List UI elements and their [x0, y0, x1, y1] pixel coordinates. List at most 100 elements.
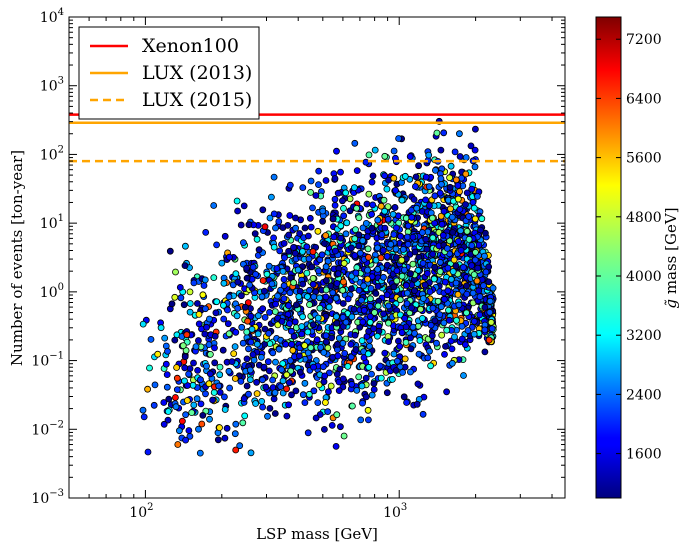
scatter-point	[239, 239, 247, 247]
scatter-point	[445, 316, 453, 324]
scatter-point	[440, 207, 448, 215]
scatter-point	[234, 278, 242, 286]
scatter-point	[247, 312, 255, 320]
scatter-point	[322, 177, 330, 184]
scatter-point	[413, 204, 421, 212]
scatter-point	[325, 303, 333, 311]
scatter-point	[172, 268, 179, 276]
scatter-point	[327, 382, 335, 390]
scatter-point	[245, 390, 252, 398]
scatter-point	[274, 292, 281, 300]
scatter-point	[259, 206, 267, 214]
scatter-point	[270, 243, 278, 251]
scatter-point	[174, 441, 182, 448]
scatter-point	[347, 340, 355, 348]
scatter-point	[225, 253, 233, 261]
scatter-point	[481, 303, 489, 311]
scatter-point	[284, 221, 292, 229]
scatter-point	[304, 429, 312, 437]
scatter-point	[347, 353, 355, 361]
scatter-point	[465, 235, 473, 243]
scatter-point	[352, 269, 360, 277]
y-axis: 10−3 10−2 10−1 100 101 102 103 104	[31, 7, 565, 507]
scatter-point	[388, 375, 396, 383]
scatter-point	[322, 277, 330, 284]
scatter-point	[246, 366, 254, 374]
scatter-point	[417, 305, 425, 313]
scatter-point	[282, 340, 290, 348]
scatter-point	[276, 247, 284, 255]
scatter-point	[344, 362, 352, 370]
scatter-point	[164, 408, 172, 415]
scatter-point	[190, 401, 198, 409]
scatter-point	[206, 370, 214, 378]
y-tick-label: 103	[40, 76, 64, 95]
scatter-point	[390, 283, 398, 291]
scatter-point	[389, 210, 397, 218]
scatter-point	[457, 246, 465, 254]
scatter-point	[433, 129, 441, 137]
scatter-point	[441, 278, 449, 286]
scatter-point	[445, 306, 452, 314]
scatter-point	[258, 397, 266, 405]
scatter-point	[264, 358, 272, 366]
scatter-point	[306, 286, 313, 294]
scatter-point	[406, 153, 414, 160]
scatter-point	[299, 391, 307, 399]
scatter-point	[482, 268, 490, 276]
scatter-point	[301, 399, 309, 407]
scatter-point	[352, 346, 360, 353]
scatter-point	[392, 245, 400, 253]
scatter-point	[243, 274, 251, 282]
scatter-point	[410, 196, 418, 203]
scatter-point	[422, 235, 430, 243]
scatter-point	[333, 340, 341, 348]
scatter-point	[353, 204, 361, 212]
scatter-point	[308, 263, 316, 271]
scatter-point	[221, 232, 229, 240]
scatter-point	[440, 129, 448, 137]
scatter-point	[186, 308, 194, 316]
scatter-point	[381, 172, 389, 180]
scatter-point	[400, 393, 408, 401]
scatter-point	[332, 442, 340, 450]
scatter-point	[348, 402, 356, 410]
scatter-point	[344, 295, 352, 303]
scatter-point	[471, 146, 479, 154]
scatter-point	[225, 330, 233, 338]
scatter-point	[369, 172, 377, 180]
scatter-point	[351, 139, 359, 147]
scatter-point	[320, 240, 328, 247]
scatter-point	[437, 146, 445, 154]
scatter-point	[248, 325, 256, 333]
scatter-point	[230, 350, 238, 358]
scatter-point	[189, 381, 197, 389]
scatter-point	[385, 338, 393, 346]
x-axis: 102 103	[68, 17, 553, 521]
scatter-point	[350, 184, 358, 192]
scatter-point	[254, 330, 262, 338]
scatter-point	[243, 264, 251, 272]
scatter-point	[473, 192, 481, 200]
colorbar	[596, 17, 621, 498]
scatter-point	[359, 237, 367, 245]
scatter-point	[332, 313, 340, 321]
scatter-point	[342, 318, 350, 326]
scatter-point	[332, 294, 340, 302]
scatter-point	[348, 380, 356, 388]
scatter-point	[395, 135, 403, 142]
scatter-point	[438, 220, 446, 228]
scatter-point	[177, 294, 185, 302]
scatter-point	[365, 190, 373, 198]
scatter-point	[416, 337, 424, 344]
scatter-point	[221, 406, 229, 413]
scatter-point	[277, 286, 285, 294]
scatter-point	[359, 224, 367, 232]
scatter-point	[403, 289, 411, 297]
scatter-point	[350, 305, 358, 313]
scatter-point	[461, 341, 469, 349]
y-tick-label: 100	[40, 282, 64, 301]
scatter-point	[270, 210, 278, 218]
scatter-point	[239, 419, 247, 427]
scatter-point	[463, 282, 471, 290]
